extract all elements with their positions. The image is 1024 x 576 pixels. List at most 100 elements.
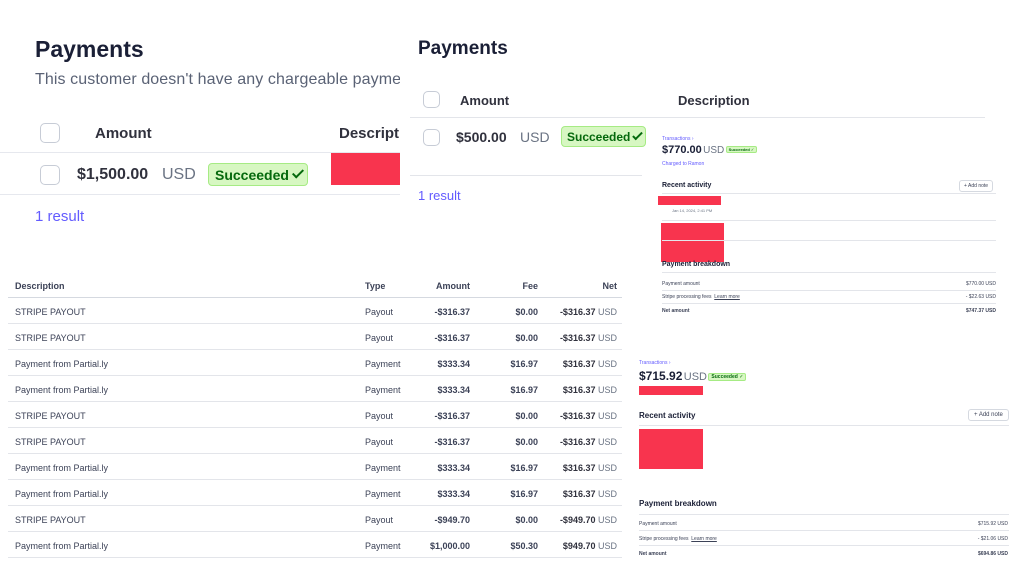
transaction-net: $949.70 USD — [563, 541, 617, 551]
transaction-fee: $0.00 — [515, 515, 538, 525]
amount-column-header[interactable]: Amount — [95, 125, 152, 142]
redacted-activity — [658, 196, 721, 205]
payments-panel-2: Payments Amount Description $500.00 USD … — [410, 28, 990, 228]
net-currency: USD — [597, 489, 617, 499]
payment-amount-label: Payment amount — [662, 281, 700, 287]
transaction-net: -$949.70 USD — [560, 515, 617, 525]
net-value: -$316.37 — [559, 307, 596, 317]
transaction-description: STRIPE PAYOUT — [15, 437, 86, 447]
transaction-type: Payout — [365, 333, 394, 343]
payment-amount-label: Payment amount — [639, 521, 677, 527]
payment-amount: $1,500.00 — [77, 166, 149, 183]
transaction-description: STRIPE PAYOUT — [15, 333, 86, 343]
transaction-type: Payment — [365, 463, 401, 473]
transaction-fee: $0.00 — [515, 333, 538, 343]
payment-currency: USD — [683, 371, 708, 383]
section-title: Payment breakdown — [662, 261, 731, 268]
transaction-fee: $0.00 — [515, 411, 538, 421]
table-row[interactable]: STRIPE PAYOUT Payout -$316.37 $0.00 -$316.37… — [8, 402, 622, 428]
net-column-header[interactable]: Net — [602, 281, 617, 291]
select-all-checkbox[interactable] — [423, 91, 440, 108]
net-currency: USD — [597, 463, 617, 473]
transaction-description: Payment from Partial.ly — [15, 463, 109, 473]
check-icon — [291, 166, 304, 179]
status-badge: Succeeded ✓ — [708, 373, 747, 381]
transaction-net: -$316.37 USD — [560, 333, 617, 343]
transaction-description: Payment from Partial.ly — [15, 385, 109, 395]
transaction-description: Payment from Partial.ly — [15, 359, 109, 369]
transaction-amount: -$316.37 — [434, 437, 470, 447]
status-label: Succeeded — [567, 129, 631, 144]
transaction-type: Payment — [365, 385, 401, 395]
divider — [639, 425, 1009, 426]
redacted-customer — [639, 386, 703, 395]
table-row[interactable]: Payment from Partial.ly Payment $1,000.00 $… — [8, 532, 622, 558]
amount-column-header[interactable]: Amount — [436, 281, 470, 291]
fee-column-header[interactable]: Fee — [522, 281, 538, 291]
divider — [639, 514, 1009, 515]
description-column-header[interactable]: Description — [15, 281, 65, 291]
transaction-type: Payment — [365, 541, 401, 551]
divider — [0, 194, 400, 195]
net-value: $316.37 — [562, 385, 596, 395]
transaction-type: Payout — [365, 307, 394, 317]
add-note-button[interactable]: + Add note — [968, 409, 1009, 421]
divider — [662, 193, 996, 194]
net-currency: USD — [597, 333, 617, 343]
add-note-button[interactable]: + Add note — [959, 180, 994, 192]
table-row[interactable]: Payment from Partial.ly Payment $333.34 $16… — [8, 480, 622, 506]
description-column-header[interactable]: Description — [678, 93, 750, 108]
payment-amount-value: $770.00 USD — [965, 281, 996, 287]
transaction-amount: -$316.37 — [434, 333, 470, 343]
table-row[interactable]: STRIPE PAYOUT Payout -$316.37 $0.00 -$316.37… — [8, 324, 622, 350]
transaction-amount: -$316.37 — [434, 307, 470, 317]
charged-to[interactable]: Charged to Ramon — [662, 161, 705, 167]
row-checkbox[interactable] — [423, 129, 440, 146]
learn-more-link[interactable]: Learn more — [691, 536, 717, 542]
payment-amount-value: $715.92 USD — [977, 521, 1008, 527]
table-row[interactable]: Payment from Partial.ly Payment $333.34 $16… — [8, 454, 622, 480]
row-checkbox[interactable] — [40, 165, 60, 185]
breadcrumb[interactable]: Transactions › — [662, 136, 694, 142]
redacted-description — [331, 153, 400, 185]
transaction-description: STRIPE PAYOUT — [15, 307, 86, 317]
table-row[interactable]: Payment from Partial.ly Payment $333.34 $16… — [8, 350, 622, 376]
redacted-activity — [639, 429, 703, 469]
learn-more-link[interactable]: Learn more — [714, 294, 740, 300]
transaction-net: $316.37 USD — [563, 359, 617, 369]
transaction-type: Payout — [365, 411, 394, 421]
table-row[interactable]: STRIPE PAYOUT Payout -$316.37 $0.00 -$316.37… — [8, 428, 622, 454]
transaction-type: Payment — [365, 489, 401, 499]
transaction-description: STRIPE PAYOUT — [15, 515, 86, 525]
divider — [639, 530, 1009, 531]
payment-currency: USD — [162, 166, 196, 183]
transaction-fee: $16.97 — [510, 463, 538, 473]
result-count: 1 result — [418, 188, 461, 203]
section-title: Payment breakdown — [639, 499, 717, 508]
page-title: Payments — [418, 38, 508, 59]
net-value: $316.37 — [562, 489, 596, 499]
transaction-type: Payment — [365, 359, 401, 369]
status-badge: Succeeded ✓ — [725, 146, 758, 153]
processing-fees-label: Stripe processing fees Learn more — [662, 294, 740, 300]
transaction-net: $316.37 USD — [563, 489, 617, 499]
net-value: -$316.37 — [559, 411, 596, 421]
table-row[interactable]: STRIPE PAYOUT Payout -$316.37 $0.00 -$316.37… — [8, 298, 622, 324]
payment-header: $715.92 USD Succeeded ✓ — [639, 369, 747, 383]
empty-payment-methods-text: This customer doesn't have any chargeabl… — [35, 71, 400, 88]
transaction-amount: $333.34 — [437, 359, 470, 369]
transaction-description: STRIPE PAYOUT — [15, 411, 86, 421]
table-row[interactable]: Payment from Partial.ly Payment $333.34 $16… — [8, 376, 622, 402]
net-currency: USD — [597, 515, 617, 525]
payment-amount: $770.00 — [662, 144, 702, 156]
amount-column-header[interactable]: Amount — [460, 93, 510, 108]
status-label: Succeeded — [215, 166, 289, 183]
table-row[interactable]: STRIPE PAYOUT Payout -$949.70 $0.00 -$949.70… — [8, 506, 622, 532]
description-column-header[interactable]: Descripti — [339, 125, 400, 142]
payment-detail-panel-2: Transactions › $715.92 USD Succeeded ✓ R… — [636, 356, 1012, 566]
type-column-header[interactable]: Type — [365, 281, 386, 291]
section-title: Recent activity — [639, 411, 696, 420]
select-all-checkbox[interactable] — [40, 123, 60, 143]
net-currency: USD — [597, 385, 617, 395]
breadcrumb[interactable]: Transactions › — [639, 360, 671, 366]
